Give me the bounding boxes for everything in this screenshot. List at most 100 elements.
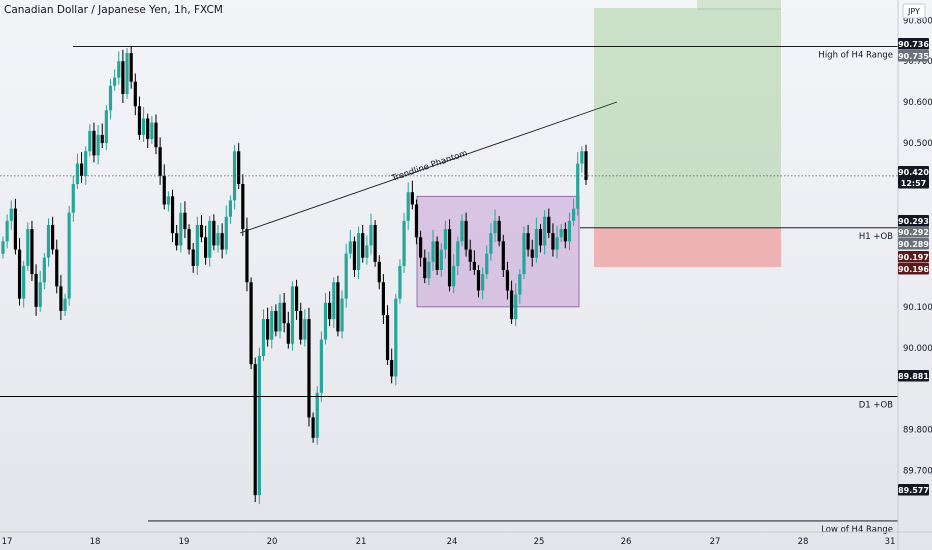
candle[interactable] — [175, 224, 179, 251]
candle[interactable] — [232, 144, 237, 210]
candle[interactable] — [319, 331, 323, 402]
candle[interactable] — [79, 152, 84, 183]
candle[interactable] — [125, 48, 129, 99]
candle[interactable] — [398, 259, 402, 304]
profit-target-zone[interactable] — [594, 8, 781, 228]
candle[interactable] — [199, 215, 204, 243]
candle[interactable] — [158, 137, 162, 185]
trendline[interactable] — [239, 101, 618, 234]
candle[interactable] — [108, 79, 113, 120]
candle[interactable] — [509, 280, 514, 325]
candle[interactable] — [538, 224, 543, 253]
candle[interactable] — [311, 412, 315, 443]
candle[interactable] — [476, 265, 481, 298]
candle[interactable] — [249, 277, 253, 370]
candle[interactable] — [447, 219, 452, 292]
candle[interactable] — [332, 277, 336, 329]
candle[interactable] — [113, 69, 117, 91]
candle[interactable] — [228, 195, 233, 224]
candle[interactable] — [17, 238, 22, 306]
candle[interactable] — [530, 239, 534, 267]
candle[interactable] — [224, 205, 228, 255]
candle[interactable] — [170, 189, 175, 243]
stop-loss-zone[interactable] — [594, 227, 781, 268]
candle[interactable] — [551, 223, 555, 257]
candle[interactable] — [274, 304, 278, 337]
candle[interactable] — [443, 220, 448, 259]
candle[interactable] — [253, 357, 257, 503]
candle[interactable] — [299, 302, 303, 345]
candle[interactable] — [452, 254, 456, 294]
candle[interactable] — [26, 222, 30, 271]
candle[interactable] — [567, 212, 572, 251]
candle[interactable] — [394, 293, 398, 386]
candle[interactable] — [286, 311, 290, 349]
candle[interactable] — [427, 251, 431, 286]
candle[interactable] — [150, 116, 154, 144]
candle[interactable] — [571, 198, 576, 226]
candle[interactable] — [183, 201, 187, 239]
candle[interactable] — [485, 245, 489, 280]
candle[interactable] — [179, 202, 183, 253]
candle[interactable] — [468, 239, 472, 271]
candle[interactable] — [534, 217, 538, 263]
candle[interactable] — [216, 224, 220, 253]
candle[interactable] — [261, 309, 266, 361]
candle[interactable] — [518, 269, 522, 304]
candle[interactable] — [104, 105, 108, 151]
candle[interactable] — [117, 51, 121, 85]
candle[interactable] — [208, 215, 212, 267]
candle[interactable] — [456, 236, 460, 275]
candle[interactable] — [369, 213, 373, 255]
candle[interactable] — [30, 220, 34, 282]
candle[interactable] — [13, 198, 18, 255]
candle[interactable] — [282, 292, 286, 333]
candle[interactable] — [270, 306, 274, 349]
candle[interactable] — [472, 250, 476, 275]
candle[interactable] — [71, 175, 75, 222]
candle[interactable] — [373, 220, 377, 267]
candle[interactable] — [237, 143, 241, 189]
candle[interactable] — [266, 307, 270, 347]
candle[interactable] — [38, 270, 42, 312]
candle[interactable] — [303, 309, 307, 347]
candle[interactable] — [460, 214, 464, 247]
candle[interactable] — [543, 210, 547, 255]
candle[interactable] — [419, 230, 423, 267]
candle[interactable] — [220, 223, 224, 259]
candle[interactable] — [67, 206, 71, 306]
candle[interactable] — [328, 291, 332, 327]
candle[interactable] — [576, 152, 580, 216]
candle[interactable] — [514, 283, 518, 327]
candle[interactable] — [435, 236, 439, 275]
candle[interactable] — [381, 274, 385, 325]
candle[interactable] — [34, 264, 38, 316]
candle[interactable] — [410, 180, 414, 210]
candle[interactable] — [162, 164, 166, 210]
candle[interactable] — [402, 212, 406, 273]
candle[interactable] — [146, 113, 150, 149]
candle[interactable] — [55, 239, 59, 294]
candle[interactable] — [584, 144, 588, 185]
candle[interactable] — [580, 146, 584, 173]
candle[interactable] — [481, 267, 485, 300]
candle[interactable] — [344, 243, 348, 308]
candle[interactable] — [42, 252, 46, 290]
candle[interactable] — [166, 191, 170, 212]
candle[interactable] — [464, 212, 468, 257]
candle[interactable] — [348, 229, 352, 259]
candle[interactable] — [129, 46, 133, 89]
candle[interactable] — [431, 229, 435, 271]
candle[interactable] — [96, 125, 100, 165]
candle[interactable] — [154, 114, 158, 155]
candle[interactable] — [63, 293, 67, 316]
candle[interactable] — [22, 260, 26, 308]
candle[interactable] — [559, 224, 563, 243]
candle[interactable] — [294, 279, 299, 320]
candle[interactable] — [9, 200, 13, 230]
candle[interactable] — [5, 214, 9, 249]
candle[interactable] — [241, 174, 245, 237]
candle[interactable] — [563, 222, 567, 249]
